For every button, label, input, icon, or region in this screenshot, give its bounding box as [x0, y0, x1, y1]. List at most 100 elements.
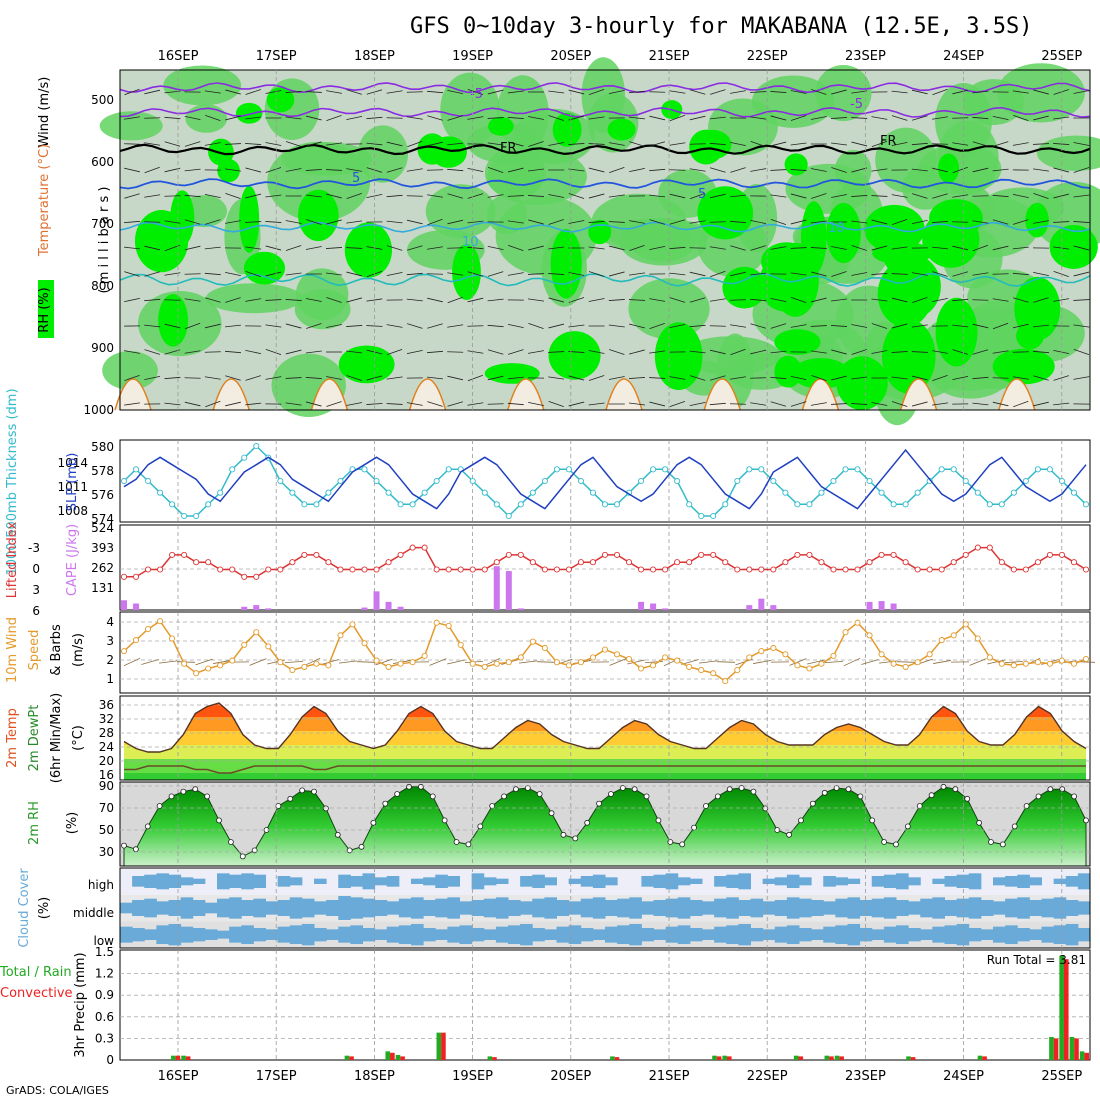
- rh-point: [132, 846, 139, 853]
- cloud-bar: [423, 877, 436, 886]
- cloud-bar: [411, 897, 424, 919]
- rh-point: [964, 795, 971, 802]
- contour-label: 5: [352, 171, 360, 186]
- cloud-bar: [241, 925, 254, 944]
- wind10-point: [674, 657, 681, 664]
- wind-barb: [548, 142, 565, 146]
- wind10-axis-label: & Barbs: [49, 624, 64, 676]
- wind10-point: [313, 660, 320, 667]
- lifted-index-point: [409, 544, 416, 551]
- wind-barb: [1073, 90, 1090, 94]
- thickness-point: [1070, 489, 1078, 496]
- cloud-bar: [786, 897, 800, 919]
- thickness-point: [734, 477, 741, 485]
- date-label: 25SEP: [1041, 1069, 1082, 1084]
- thickness-point: [866, 477, 873, 485]
- wind-barb: [952, 142, 969, 146]
- rh-high-area: [784, 153, 808, 176]
- cloud-bar: [665, 898, 679, 918]
- wind10-point: [241, 641, 248, 648]
- rh-mid-area: [102, 350, 158, 390]
- cloud-bar: [532, 928, 545, 942]
- date-label: 22SEP: [747, 49, 788, 64]
- wind10-point: [782, 651, 789, 658]
- cloud-bar: [762, 901, 776, 915]
- rh-high-area: [607, 118, 636, 141]
- rh-high-area: [243, 251, 286, 285]
- wind-barb: [325, 247, 343, 249]
- precip-tick-label: 0.9: [95, 988, 114, 1002]
- cloud-bar: [544, 897, 557, 919]
- wind-barb: [548, 219, 564, 225]
- wind-barb: [871, 323, 888, 329]
- wind-barb: [507, 167, 524, 173]
- thickness-point: [998, 501, 1005, 508]
- wind-barb: [184, 401, 201, 407]
- cloud-bar: [774, 877, 788, 886]
- cloud-bar: [520, 876, 533, 887]
- wind-barb: [487, 117, 504, 119]
- cloud-bar: [592, 874, 606, 888]
- thickness-point: [914, 489, 921, 496]
- wind-barb: [710, 270, 726, 278]
- wind-barb: [770, 246, 787, 250]
- wind-barb: [952, 298, 969, 302]
- pressure-tick-label: 1000: [83, 403, 114, 417]
- wind-barb: [669, 114, 686, 122]
- temp-band: [124, 773, 1086, 780]
- cloud-bar: [968, 928, 982, 942]
- wind-barb: [346, 402, 363, 406]
- wind-barb: [184, 350, 201, 354]
- lifted-index-point: [710, 551, 717, 558]
- rh-point: [1071, 793, 1078, 800]
- precip-total-bar: [395, 1054, 401, 1060]
- cloud-bar: [786, 925, 800, 944]
- precip-total-bar: [385, 1051, 391, 1060]
- wind-barb: [508, 245, 524, 251]
- rh-high-area: [338, 345, 395, 384]
- wind-barb: [204, 90, 221, 94]
- wind-barb: [366, 403, 383, 405]
- wind-barb: [770, 401, 787, 407]
- wind-barb: [750, 323, 767, 329]
- pressure-tick-label: 900: [91, 341, 114, 355]
- thickness-point: [553, 466, 560, 473]
- date-label: 16SEP: [158, 1069, 199, 1084]
- wind-barb: [1013, 115, 1029, 121]
- wind-barb: [770, 323, 787, 329]
- thickness-tick-label: 574: [91, 512, 114, 526]
- rh-point: [786, 831, 792, 838]
- wind-barb: [467, 246, 484, 250]
- wind10-point: [902, 663, 909, 670]
- cloud-bar: [726, 874, 739, 888]
- contour-freezing-level: [119, 143, 1091, 156]
- wind-barb: [285, 220, 302, 224]
- cloud-bar: [811, 900, 824, 916]
- wind-barb: [346, 350, 363, 354]
- wind-barb: [305, 401, 322, 407]
- wind-barb: [992, 115, 1009, 121]
- wind10-barb: [141, 659, 159, 665]
- cloud-bar: [374, 877, 388, 886]
- wind-barb: [851, 272, 868, 276]
- wind-barb: [750, 91, 767, 93]
- wind-barb: [952, 117, 969, 119]
- thickness-point: [674, 477, 681, 485]
- thickness-point: [806, 501, 813, 508]
- wind-barb: [245, 402, 262, 406]
- wind-barb: [325, 169, 343, 171]
- wind-barb: [912, 297, 928, 303]
- wind10-point: [120, 648, 128, 655]
- cape-bar: [385, 601, 392, 610]
- wind-barb: [447, 193, 464, 199]
- cape-bar: [662, 608, 669, 610]
- wind-barb: [932, 271, 948, 277]
- li-tick-label: -3: [28, 541, 40, 555]
- wind-barb: [245, 246, 262, 250]
- lifted-index-point: [842, 566, 849, 573]
- lifted-index-point: [481, 566, 488, 573]
- wind-barb: [911, 89, 928, 95]
- wind-barb: [205, 400, 221, 408]
- precip-conv-bar: [716, 1056, 722, 1060]
- cape-bar: [265, 608, 272, 610]
